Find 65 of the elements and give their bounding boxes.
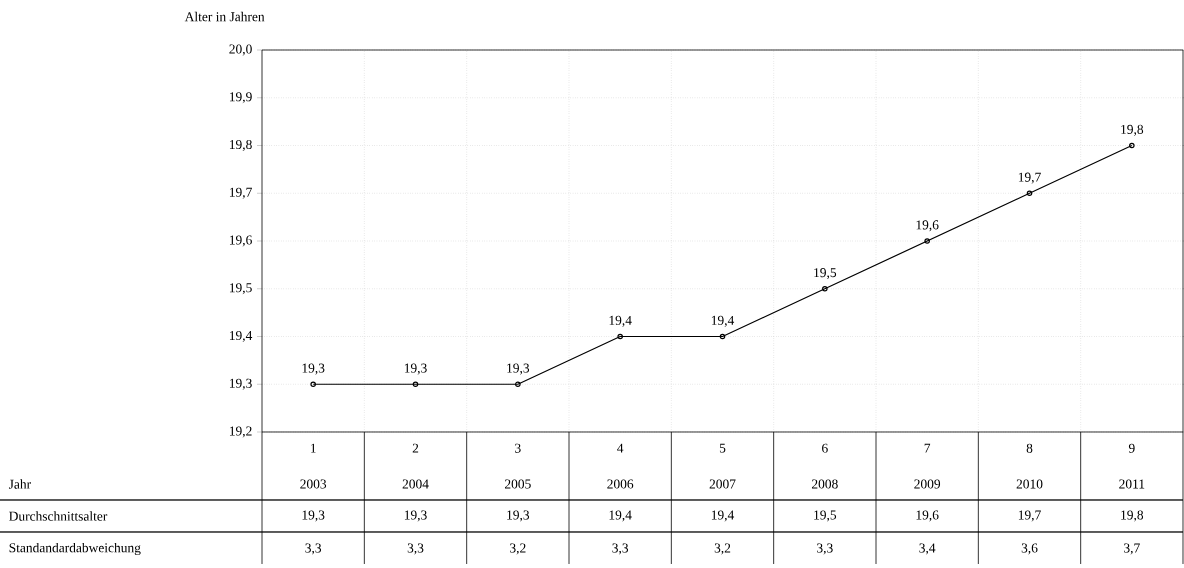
point <box>515 381 521 388</box>
text: 19,8 <box>1121 124 1144 136</box>
text: 19,3 <box>302 363 325 375</box>
text: 2008 <box>811 479 838 489</box>
text: 3,7 <box>1124 543 1140 555</box>
y-tick-label: 19,8 <box>229 139 252 152</box>
data-label: 19,6 <box>916 510 939 522</box>
data-label: 19,8 <box>1121 510 1144 522</box>
data-label: 19,7 <box>1018 510 1041 522</box>
text: 2007 <box>709 479 736 489</box>
data-label: 19,4 <box>711 510 735 522</box>
text: Jahr <box>8 479 31 489</box>
y-axis-title: Alter in Jahren <box>184 11 265 22</box>
y-tick-label: 20,0 <box>229 44 252 56</box>
text: 19,4 <box>609 315 632 327</box>
text: 3,3 <box>817 543 833 555</box>
x-tick-label: 1 <box>311 443 316 453</box>
x-tick-label: 8 <box>1026 443 1033 453</box>
text: 19,3 <box>404 363 427 375</box>
text: 3,6 <box>1021 543 1038 555</box>
text: 2011 <box>1119 479 1145 489</box>
text: 2006 <box>607 479 634 489</box>
y-tick-label: 19,2 <box>229 426 252 438</box>
y-tick-label: 19,7 <box>229 187 252 199</box>
text: 2010 <box>1016 479 1043 489</box>
x-tick-label: 5 <box>719 443 726 453</box>
y-tick-label: 19,5 <box>229 283 252 295</box>
point <box>822 285 828 292</box>
point <box>719 333 726 340</box>
text: 3,3 <box>305 543 322 555</box>
x-tick-label: 9 <box>1128 443 1135 453</box>
x-tick-label: 3 <box>515 443 521 453</box>
text: 2003 <box>300 479 327 489</box>
data-label: 19,3 <box>302 510 325 522</box>
text: 19,5 <box>814 268 837 280</box>
data-label: 19,5 <box>814 510 837 522</box>
point <box>924 238 930 244</box>
y-tick-label: 19,9 <box>229 92 252 104</box>
point <box>412 381 419 388</box>
text: Durchschnittsalter <box>9 511 108 521</box>
data-label: 19,3 <box>404 510 427 522</box>
x-tick-label: 6 <box>822 443 828 453</box>
text: 19,4 <box>711 315 735 327</box>
text: 19,7 <box>1018 172 1041 184</box>
x-tick-label: 7 <box>924 443 931 453</box>
text: 19,6 <box>916 220 939 232</box>
text: Standandardabweichung <box>9 542 141 556</box>
y-tick-label: 19,3 <box>229 378 252 390</box>
y-tick-label: 19,6 <box>229 235 252 247</box>
text: 3,2 <box>510 543 526 555</box>
y-tick-label: 19,4 <box>229 331 253 342</box>
text: 3,3 <box>612 543 629 555</box>
x-tick-label: 4 <box>617 443 624 453</box>
text: 2009 <box>914 479 941 489</box>
text: 2005 <box>504 479 531 489</box>
text: 3,3 <box>407 543 424 555</box>
data-label: 19,4 <box>609 510 632 522</box>
point <box>1026 190 1033 197</box>
text: 3,2 <box>714 543 731 555</box>
text: 19,3 <box>507 363 530 375</box>
text: 2004 <box>402 479 429 489</box>
x-tick-label: 2 <box>412 443 419 453</box>
text: 3,4 <box>919 543 936 555</box>
data-label: 19,3 <box>507 510 530 522</box>
point <box>617 333 623 340</box>
